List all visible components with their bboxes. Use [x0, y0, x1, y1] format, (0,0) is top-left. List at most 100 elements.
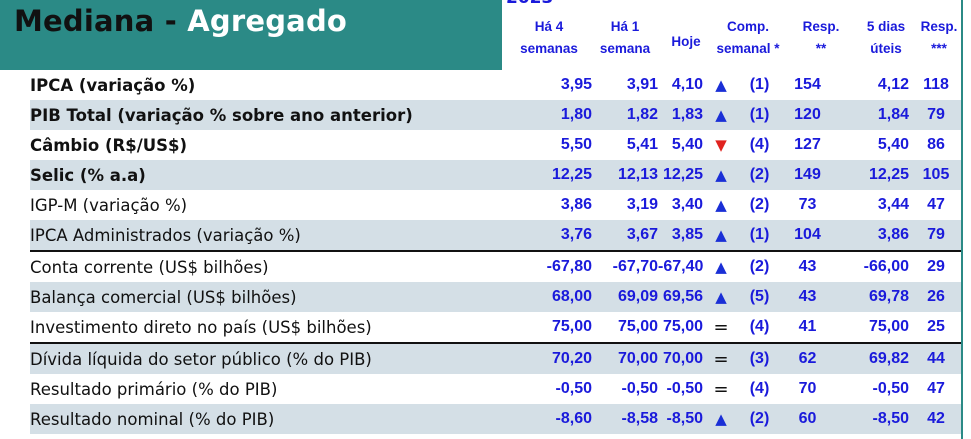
trend-cell: ▲: [703, 100, 739, 130]
arrow-up-icon: ▲: [715, 258, 727, 276]
table-row: Balança comercial (US$ bilhões) 68,00 69,0…: [30, 282, 963, 312]
arrow-up-icon: ▲: [715, 166, 727, 184]
trend-cell: =: [703, 374, 739, 404]
arrow-up-icon: ▲: [715, 410, 727, 428]
header-resp-line2: **: [815, 41, 827, 56]
value-4-weeks: 3,95: [560, 76, 592, 93]
respondents-5-days: 25: [927, 318, 945, 335]
weeks-count: (1): [739, 220, 780, 251]
value-4-weeks: 3,86: [560, 196, 592, 213]
respondents: 43: [780, 250, 835, 282]
value-today: -0,50: [666, 380, 703, 397]
weeks-count: (4): [749, 380, 770, 397]
weeks-count: (1): [739, 100, 780, 130]
value-4-weeks: 5,50: [560, 136, 592, 153]
row-label: Selic (% a.a): [30, 160, 506, 190]
value-5-days: -0,50: [872, 380, 909, 397]
trend-cell: ▲: [703, 160, 739, 190]
value-4-weeks: 68,00: [506, 282, 592, 312]
value-5-days: 3,86: [835, 220, 909, 251]
respondents: 127: [794, 136, 821, 153]
value-today: 75,00: [662, 318, 703, 335]
respondents: 120: [780, 100, 835, 130]
header-5-days-line2: úteis: [870, 41, 902, 56]
value-1-week: 5,41: [626, 136, 658, 153]
weeks-count: (1): [749, 76, 770, 93]
header-1-week-line2: semana: [599, 41, 651, 56]
table-row: Dívida líquida do setor público (% do PI…: [30, 342, 963, 374]
header-weekly-comp-line1: Comp.: [727, 19, 769, 34]
page-title: Mediana - Agregado: [14, 4, 347, 38]
weeks-count: (2): [739, 404, 780, 434]
header-weekly-comp-line2: semanal *: [716, 41, 780, 56]
indicators-table: IPCA (variação %) 3,95 3,91 4,10 ▲ (1) 154 4,12…: [30, 70, 963, 434]
table-row: Selic (% a.a) 12,25 12,13 12,25 ▲ (2) 149 12,25…: [30, 160, 963, 190]
value-1-week: -0,50: [621, 380, 658, 397]
weeks-count: (2): [739, 250, 780, 282]
value-1-week: 3,67: [592, 220, 658, 251]
value-1-week: 3,91: [626, 76, 658, 93]
value-today: 12,25: [658, 160, 703, 190]
respondents: 154: [794, 76, 821, 93]
value-5-days: 69,78: [835, 282, 909, 312]
table-row: IPCA (variação %) 3,95 3,91 4,10 ▲ (1) 154 4,12…: [30, 70, 963, 100]
value-today: 3,85: [658, 220, 703, 251]
trend-cell: =: [703, 312, 739, 343]
weeks-count: (4): [749, 318, 770, 335]
value-4-weeks: 1,80: [506, 100, 592, 130]
value-today: 70,00: [658, 342, 703, 374]
header-4-weeks-line2: semanas: [520, 41, 578, 56]
arrow-up-icon: ▲: [715, 226, 727, 244]
row-label: PIB Total (variação % sobre ano anterior…: [30, 100, 506, 130]
table-row: IGP-M (variação %) 3,86 3,19 3,40 ▲ (2) 73 3,44…: [30, 190, 963, 220]
row-label: Resultado nominal (% do PIB): [30, 404, 506, 434]
table-row: Câmbio (R$/US$) 5,50 5,41 5,40 ▼ (4) 127 5,40 86: [30, 130, 963, 160]
weeks-count: (2): [739, 160, 780, 190]
value-5-days: 1,84: [835, 100, 909, 130]
header-4-weeks-line1: Há 4: [534, 19, 564, 34]
value-5-days: 3,44: [877, 196, 909, 213]
header-resp-line1: Resp.: [802, 19, 840, 34]
header-frame: [500, 0, 963, 70]
value-today: 69,56: [658, 282, 703, 312]
value-5-days: 69,82: [835, 342, 909, 374]
header-5-days: 5 dias úteis: [852, 16, 920, 60]
year-label: 2023: [506, 0, 553, 8]
row-label: Conta corrente (US$ bilhões): [30, 250, 506, 282]
header-today: Hoje: [663, 31, 709, 53]
trend-cell: ▼: [703, 130, 739, 160]
arrow-down-icon: ▼: [715, 136, 727, 154]
respondents: 62: [780, 342, 835, 374]
trend-cell: ▲: [703, 282, 739, 312]
value-today: 5,40: [671, 136, 703, 153]
row-label: Dívida líquida do setor público (% do PI…: [30, 342, 506, 374]
value-4-weeks: 12,25: [506, 160, 592, 190]
value-5-days: -8,50: [835, 404, 909, 434]
value-1-week: 70,00: [592, 342, 658, 374]
respondents-5-days: 79: [909, 100, 963, 130]
row-label: Investimento direto no país (US$ bilhões…: [30, 317, 372, 337]
header-resp: Resp. **: [795, 16, 847, 60]
respondents-5-days: 47: [927, 196, 945, 213]
value-1-week: 1,82: [592, 100, 658, 130]
header-4-weeks: Há 4 semanas: [506, 16, 592, 60]
value-1-week: -8,58: [592, 404, 658, 434]
respondents-5-days: 105: [909, 160, 963, 190]
title-bar: [0, 0, 500, 70]
table-row: IPCA Administrados (variação %) 3,76 3,67 3…: [30, 220, 963, 251]
value-5-days: 4,12: [877, 76, 909, 93]
arrow-up-icon: ▲: [715, 76, 727, 94]
respondents: 70: [798, 380, 817, 397]
value-4-weeks: 70,20: [506, 342, 592, 374]
respondents-5-days: 42: [909, 404, 963, 434]
arrow-up-icon: ▲: [715, 196, 727, 214]
respondents-5-days: 44: [909, 342, 963, 374]
trend-cell: ▲: [703, 70, 739, 100]
trend-cell: ▲: [703, 190, 739, 220]
header-resp-5d: Resp. ***: [914, 16, 964, 60]
value-5-days: -66,00: [835, 250, 909, 282]
table-row: Resultado nominal (% do PIB) -8,60 -8,58 -8…: [30, 404, 963, 434]
trend-cell: ▲: [703, 250, 739, 282]
title-light: Agregado: [187, 4, 348, 38]
header-1-week: Há 1 semana: [593, 16, 657, 60]
